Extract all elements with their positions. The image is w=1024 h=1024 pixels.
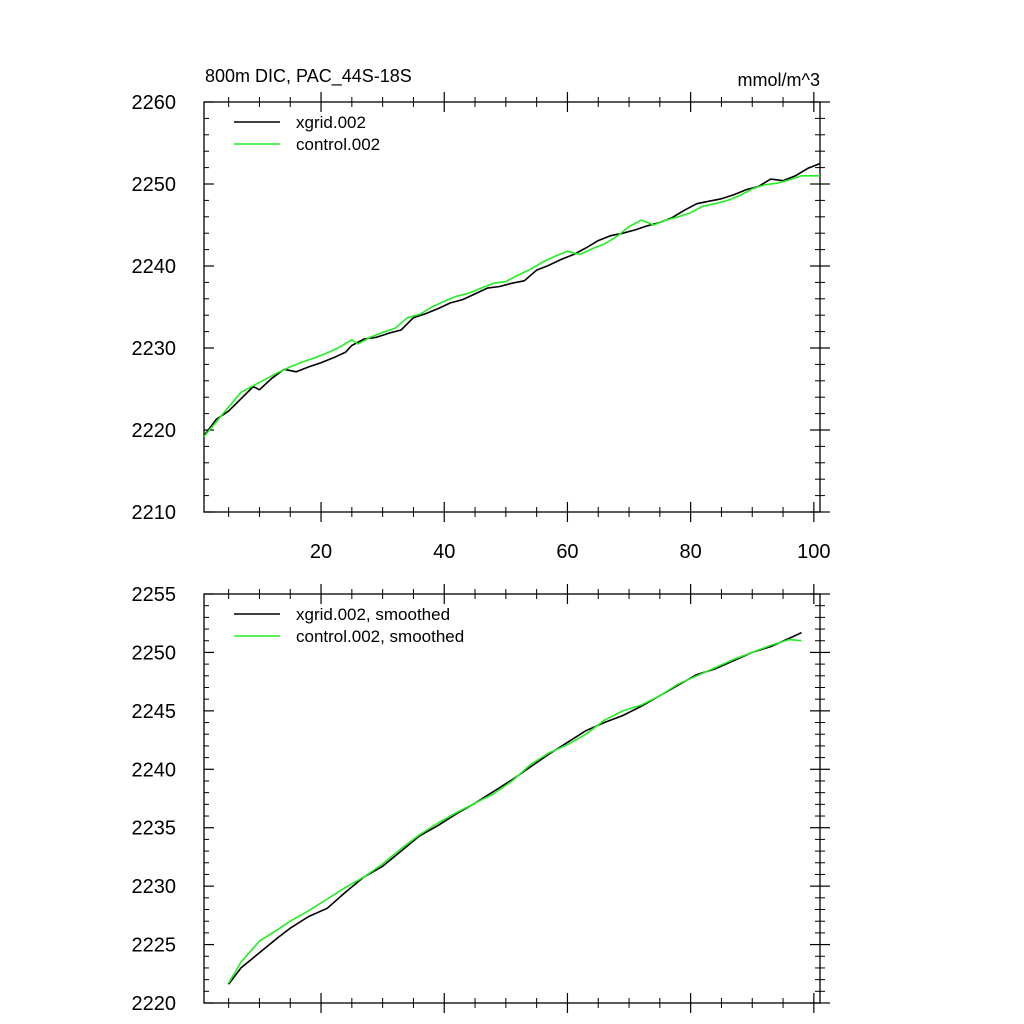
- y-tick-label: 2225: [132, 935, 177, 957]
- y-tick-label: 2220: [132, 420, 177, 442]
- plot-frame: [203, 593, 821, 1004]
- legend-label: xgrid.002: [296, 113, 366, 132]
- series-line-xgrid: [203, 162, 821, 437]
- y-tick-label: 2220: [132, 993, 177, 1015]
- top-panel: 800m DIC, PAC_44S-18S mmol/m^3 20 40 60 80 1…: [132, 66, 831, 563]
- legend-label: control.002: [296, 135, 380, 154]
- y-tick-label: 2240: [132, 759, 177, 781]
- series-line-control: [203, 175, 820, 438]
- y-tick-label: 2235: [132, 818, 177, 840]
- bottom-panel: 2220 2225 2230 2235 2240 2245 2250 2255 xgrid.00…: [132, 584, 830, 1015]
- series-line-control: [227, 638, 802, 984]
- y-tick-label: 2230: [132, 876, 177, 898]
- legend-label: xgrid.002, smoothed: [296, 605, 450, 624]
- x-tick-label: 40: [433, 541, 455, 563]
- x-tick-label: 80: [680, 541, 702, 563]
- y-tick-label: 2230: [132, 338, 177, 360]
- y-tick-label: 2210: [132, 502, 177, 524]
- y-tick-label: 2255: [132, 584, 177, 606]
- plot-frame: [203, 101, 821, 513]
- y-tick-label: 2245: [132, 701, 177, 723]
- figure-title: 800m DIC, PAC_44S-18S: [205, 66, 412, 87]
- x-tick-label: 60: [556, 541, 578, 563]
- y-tick-label: 2260: [132, 92, 177, 114]
- x-tick-label: 100: [797, 541, 830, 563]
- legend-label: control.002, smoothed: [296, 627, 464, 646]
- series-line-xgrid: [227, 631, 802, 985]
- y-tick-label: 2250: [132, 642, 177, 664]
- y-tick-label: 2250: [132, 174, 177, 196]
- y-tick-label: 2240: [132, 256, 177, 278]
- x-tick-label: 20: [310, 541, 332, 563]
- units-label: mmol/m^3: [738, 70, 820, 90]
